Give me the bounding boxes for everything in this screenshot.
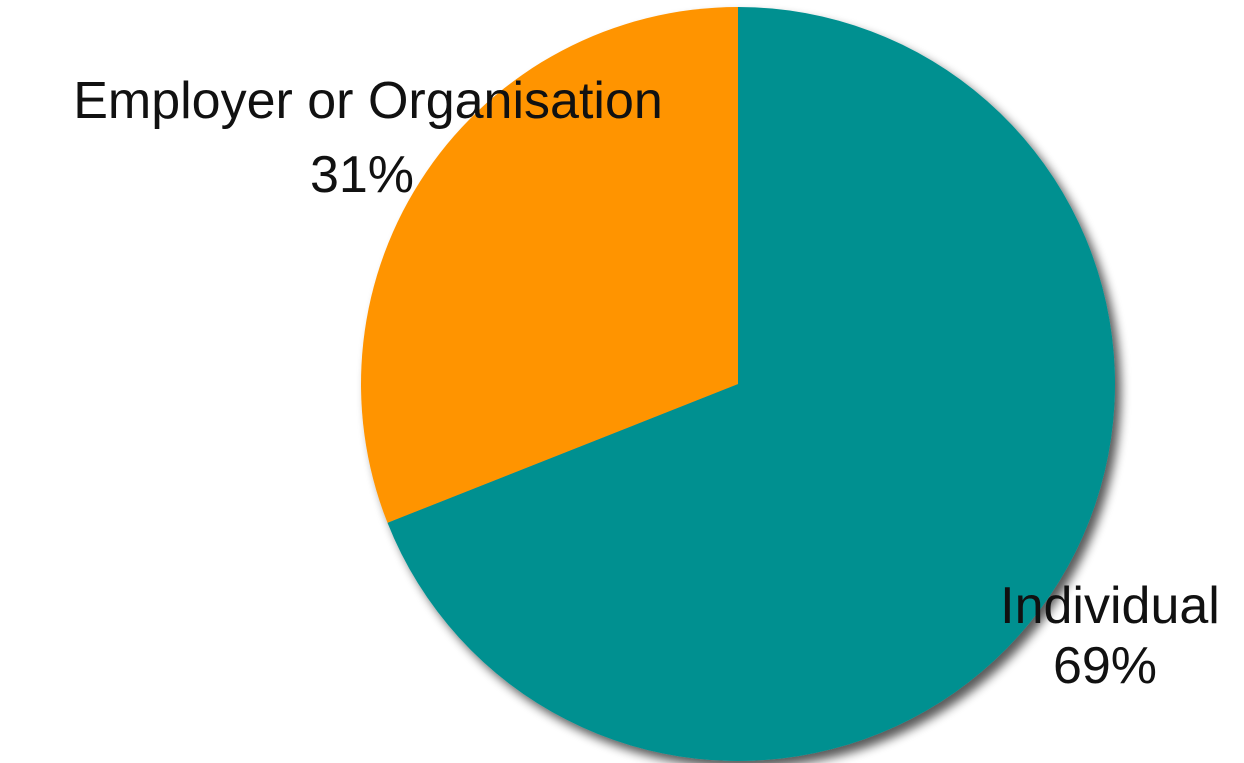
slice-label-employer-name: Employer or Organisation (73, 72, 663, 130)
slice-label-individual-name: Individual (1000, 577, 1220, 635)
pie-slices (361, 7, 1116, 761)
slice-label-employer-percent: 31% (310, 146, 414, 204)
pie-labels: Employer or Organisation 31% Individual … (73, 72, 1220, 695)
pie-slice-employer-or-organisation (361, 7, 738, 523)
pie-slice-individual (387, 7, 1116, 761)
slice-label-individual-percent: 69% (1053, 637, 1157, 695)
